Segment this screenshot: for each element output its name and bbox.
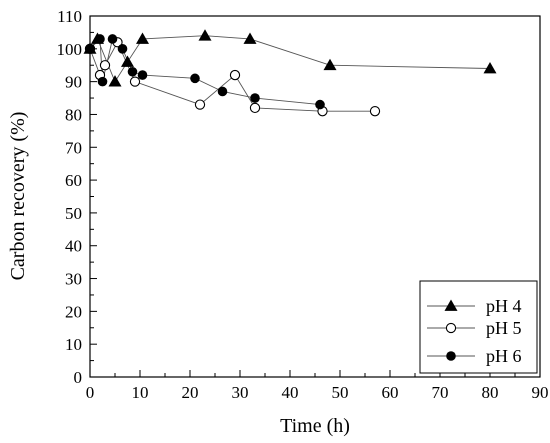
legend-label-ph4: pH 4: [486, 296, 522, 316]
x-tick-label: 30: [232, 383, 249, 402]
legend-marker-ph5: [445, 322, 457, 334]
x-tick-label: 70: [432, 383, 449, 402]
data-point-ph5: [99, 60, 111, 71]
legend-marker-ph4: [444, 299, 458, 311]
y-tick-label: 10: [65, 335, 82, 354]
legend-label-ph5: pH 5: [486, 318, 522, 338]
y-axis-title: Carbon recovery (%): [7, 112, 29, 281]
data-point-ph5: [249, 102, 261, 114]
data-point-ph4: [483, 62, 497, 74]
y-tick-label: 100: [57, 40, 83, 59]
data-point-ph6: [97, 76, 108, 87]
legend-marker-ph6: [446, 351, 456, 361]
data-point-ph5: [129, 76, 141, 87]
data-point-ph6: [217, 86, 228, 97]
y-tick-label: 20: [65, 302, 82, 321]
x-tick-label: 0: [86, 383, 95, 402]
data-point-ph4: [121, 55, 134, 67]
data-point-ph6: [85, 44, 95, 54]
y-tick-label: 50: [65, 204, 82, 223]
series-line-ph5: [89, 41, 375, 112]
x-tick-label: 40: [282, 383, 299, 402]
data-point-ph6: [95, 34, 105, 44]
data-point-ph5: [194, 99, 206, 110]
data-point-ph6: [137, 70, 148, 80]
y-tick-label: 30: [65, 270, 82, 289]
data-point-ph4: [136, 32, 149, 44]
legend-box: [419, 280, 538, 374]
y-tick-label: 0: [74, 368, 83, 387]
data-point-ph5: [369, 106, 381, 117]
data-point-ph6: [190, 73, 200, 84]
x-tick-label: 80: [482, 383, 499, 402]
data-point-ph6: [127, 66, 138, 77]
x-tick-label: 50: [332, 383, 349, 402]
data-point-ph5: [229, 69, 241, 81]
data-point-ph4: [198, 29, 212, 41]
y-tick-label: 110: [57, 7, 82, 26]
legend-label-ph6: pH 6: [486, 346, 522, 366]
data-point-ph6: [250, 93, 260, 103]
series-line-ph4: [89, 35, 491, 83]
y-tick-label: 60: [65, 171, 82, 190]
y-tick-label: 90: [65, 73, 82, 92]
x-tick-label: 20: [182, 383, 199, 402]
y-tick-label: 80: [65, 105, 82, 124]
data-point-ph4: [243, 32, 257, 44]
legend: pH 4pH 5 pH 6: [419, 280, 538, 374]
x-tick-label: 60: [382, 383, 399, 402]
data-point-ph4: [108, 75, 122, 87]
y-tick-label: 70: [65, 138, 82, 157]
data-point-ph6: [117, 44, 128, 54]
x-tick-label: 90: [532, 383, 549, 402]
x-axis-title: Time (h): [280, 415, 350, 437]
x-tick-label: 10: [132, 383, 149, 402]
axis-ticks: 0 10 20 30 40 50 60 70 80 90 0 10 20 30 40 50 60 70 80 90 10…: [57, 7, 549, 402]
y-tick-label: 40: [65, 237, 82, 256]
data-point-ph4: [323, 58, 337, 71]
series-lines: [89, 35, 491, 112]
series-markers: [83, 29, 497, 117]
data-point-ph6: [107, 34, 118, 44]
data-point-ph6: [315, 99, 325, 110]
